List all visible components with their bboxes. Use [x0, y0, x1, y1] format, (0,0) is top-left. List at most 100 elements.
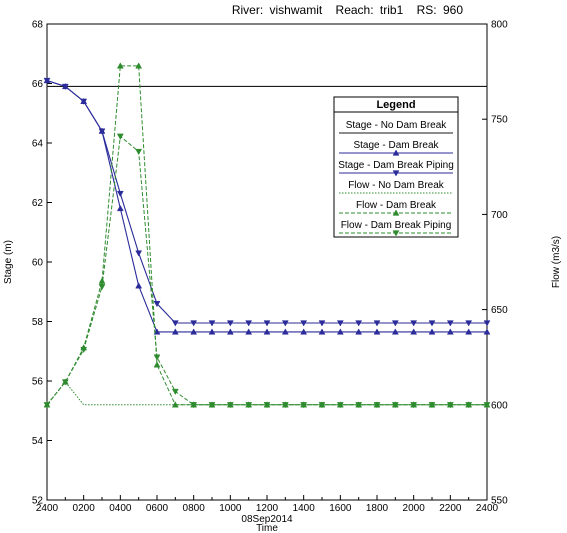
data-point: [153, 301, 161, 308]
left-tick-label: 68: [32, 20, 44, 31]
river-label: River:: [232, 3, 263, 17]
left-tick-label: 66: [32, 79, 44, 90]
x-tick-label: 0200: [73, 503, 96, 514]
x-tick-label: 2000: [403, 503, 426, 514]
rs-label: RS:: [417, 3, 437, 17]
data-point: [336, 402, 344, 409]
data-point: [226, 402, 234, 409]
x-tick-label: 1000: [219, 503, 242, 514]
data-point: [446, 320, 454, 327]
legend-entry-label: Stage - Dam Break Piping: [338, 160, 454, 171]
x-tick-label: 2400: [476, 503, 499, 514]
plot-area-frame: [46, 23, 488, 501]
data-point: [263, 402, 271, 409]
right-tick-label: 750: [491, 115, 508, 126]
data-point: [483, 328, 491, 335]
data-point: [281, 320, 289, 327]
right-tick-label: 600: [491, 400, 508, 411]
legend-entry-marker: [392, 149, 400, 156]
legend-entry-label: Flow - Dam Break: [356, 200, 437, 211]
x-tick-label: 1200: [256, 503, 279, 514]
legend-entry-label: Stage - Dam Break: [353, 140, 439, 151]
reach-label: Reach:: [336, 3, 374, 17]
data-point: [245, 320, 253, 327]
right-tick-label: 800: [491, 20, 508, 31]
data-point: [336, 328, 344, 335]
data-point: [428, 320, 436, 327]
data-point: [410, 328, 418, 335]
data-point: [483, 402, 491, 409]
data-point: [281, 328, 289, 335]
legend-entry-marker: [392, 170, 400, 177]
legend-entry-marker: [392, 209, 400, 216]
legend-entry-label: Flow - No Dam Break: [348, 180, 445, 191]
data-point: [318, 402, 326, 409]
left-tick-label: 52: [32, 496, 44, 507]
left-tick-label: 58: [32, 317, 44, 328]
legend-entry-label: Flow - Dam Break Piping: [341, 220, 452, 231]
data-point: [336, 320, 344, 327]
legend-entry-marker: [392, 230, 400, 237]
data-point: [355, 320, 363, 327]
data-point: [410, 320, 418, 327]
legend-entry-label: Stage - No Dam Break: [346, 120, 448, 131]
x-date-label: 08Sep2014: [241, 514, 293, 525]
left-axis: 52 54 56 58 60 62 64 66 68: [32, 20, 52, 507]
data-point: [171, 401, 179, 408]
x-tick-label: 0400: [109, 503, 132, 514]
data-point: [465, 328, 473, 335]
river-name: vishwamit: [270, 3, 323, 17]
data-point: [355, 402, 363, 409]
right-axis: 550 600 650 700 750 800: [482, 20, 508, 507]
data-point: [98, 277, 106, 284]
data-point: [428, 328, 436, 335]
data-point: [373, 320, 381, 327]
reach-name: trib1: [380, 3, 404, 17]
data-point: [135, 148, 143, 156]
data-point: [263, 328, 271, 335]
data-point: [171, 320, 179, 327]
data-point: [465, 320, 473, 327]
data-point: [98, 284, 106, 291]
data-point: [300, 402, 308, 409]
data-point: [391, 328, 399, 335]
series-2: [43, 77, 491, 327]
series-layer: [43, 62, 491, 409]
data-point: [153, 354, 161, 361]
data-point: [226, 328, 234, 335]
data-point: [355, 328, 363, 335]
right-tick-label: 700: [491, 210, 508, 221]
data-point: [190, 402, 198, 409]
data-point: [208, 328, 216, 335]
x-tick-label: 2200: [439, 503, 462, 514]
data-point: [446, 328, 454, 335]
data-point: [318, 320, 326, 327]
data-point: [263, 320, 271, 327]
data-point: [391, 402, 399, 409]
data-point: [116, 133, 124, 140]
data-point: [80, 98, 88, 105]
data-point: [171, 388, 179, 395]
data-point: [98, 128, 106, 135]
data-point: [465, 402, 473, 409]
x-tick-label: 0800: [183, 503, 206, 514]
x-tick-label: 1400: [293, 503, 316, 514]
x-tick-label: 1600: [329, 503, 352, 514]
left-tick-label: 56: [32, 377, 44, 388]
data-point: [135, 62, 143, 69]
legend: Legend Stage - No Dam Break Stage - Dam B…: [333, 96, 459, 238]
legend-entries: Stage - No Dam Break Stage - Dam Break Sta…: [338, 120, 454, 237]
data-point: [373, 402, 381, 409]
left-tick-label: 60: [32, 258, 44, 269]
data-point: [135, 250, 143, 257]
x-axis: 2400 0200 0400 0600 0800 1000 1200 1400 1600 1800…: [36, 495, 499, 514]
data-point: [171, 328, 179, 335]
left-tick-label: 62: [32, 198, 44, 209]
data-point: [300, 320, 308, 327]
data-point: [116, 190, 124, 198]
data-point: [43, 77, 51, 85]
data-point: [245, 402, 253, 409]
data-point: [80, 346, 88, 354]
data-point: [208, 402, 216, 409]
data-point: [190, 320, 198, 327]
